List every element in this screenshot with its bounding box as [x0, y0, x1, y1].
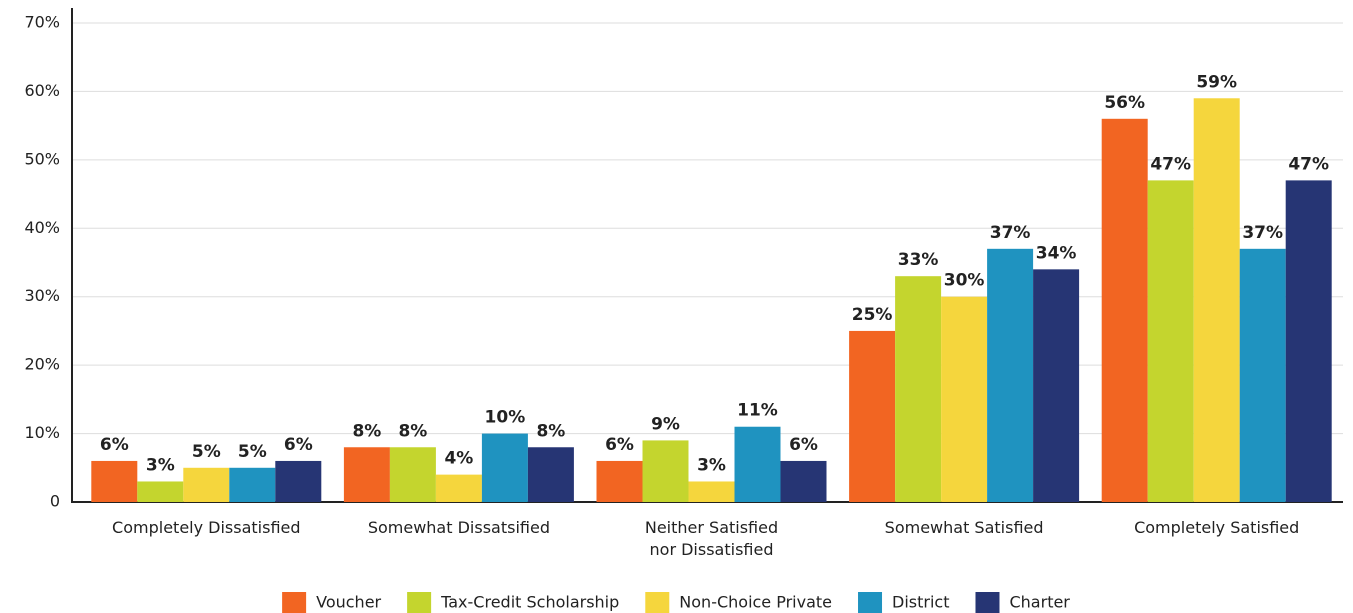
y-tick-label: 70% — [24, 13, 60, 32]
value-label: 37% — [990, 223, 1031, 243]
x-tick-label: Somewhat Satisfied — [885, 518, 1044, 537]
legend-swatch — [282, 592, 307, 613]
bar — [343, 447, 390, 502]
value-label: 37% — [1242, 223, 1283, 243]
bar — [849, 330, 896, 502]
x-tick-label: Somewhat Dissatsified — [368, 518, 550, 537]
value-label: 8% — [536, 421, 565, 441]
value-label: 8% — [352, 421, 381, 441]
value-label: 25% — [852, 305, 893, 325]
bar — [987, 248, 1034, 502]
bar — [527, 447, 574, 502]
value-label: 33% — [898, 250, 939, 270]
legend-label: Charter — [1009, 593, 1070, 612]
bar — [642, 440, 689, 502]
bar — [1033, 269, 1080, 502]
legend-label: Voucher — [316, 593, 381, 612]
bar — [137, 481, 184, 502]
value-label: 8% — [398, 421, 427, 441]
legend-label: Non-Choice Private — [679, 593, 832, 612]
value-label: 3% — [146, 455, 175, 475]
bar — [895, 276, 942, 502]
bar — [688, 481, 735, 502]
legend-swatch — [975, 592, 1000, 613]
legend-swatch — [858, 592, 883, 613]
bar — [1239, 248, 1286, 502]
bar — [1147, 180, 1194, 502]
y-tick-label: 30% — [24, 286, 60, 305]
value-label: 56% — [1104, 93, 1145, 113]
legend-label: Tax-Credit Scholarship — [440, 593, 619, 612]
bar — [1101, 118, 1148, 503]
x-tick-label: Completely Satisfied — [1134, 518, 1299, 537]
value-label: 4% — [444, 449, 473, 469]
bar — [780, 460, 827, 502]
bar — [596, 460, 643, 502]
legend-label: District — [892, 593, 949, 612]
bar — [941, 296, 988, 502]
y-tick-label: 0 — [50, 492, 60, 511]
value-label: 30% — [944, 271, 985, 291]
value-label: 6% — [605, 435, 634, 455]
value-label: 6% — [789, 435, 818, 455]
value-label: 5% — [238, 442, 267, 462]
value-label: 47% — [1150, 154, 1191, 174]
value-label: 3% — [697, 455, 726, 475]
y-tick-label: 60% — [24, 81, 60, 100]
value-label: 59% — [1196, 72, 1237, 92]
legend-swatch — [407, 592, 432, 613]
legend-swatch — [645, 592, 670, 613]
value-label: 34% — [1036, 243, 1077, 263]
y-tick-label: 20% — [24, 355, 60, 374]
bar — [1285, 180, 1332, 502]
y-tick-label: 10% — [24, 423, 60, 442]
y-tick-label: 50% — [24, 149, 60, 168]
value-label: 6% — [100, 435, 129, 455]
bar — [91, 460, 138, 502]
bar — [275, 460, 322, 502]
bar — [389, 447, 436, 502]
legend: Voucher Tax-Credit Scholarship Non-Choice … — [282, 592, 1070, 613]
x-tick-label: Completely Dissatisfied — [112, 518, 300, 537]
bar — [435, 474, 482, 502]
value-label: 9% — [651, 414, 680, 434]
value-label: 11% — [737, 401, 778, 421]
bar — [734, 426, 781, 502]
value-label: 6% — [284, 435, 313, 455]
bar — [481, 433, 528, 502]
bar — [183, 467, 230, 502]
x-tick-label: Neither Satisfied nor Dissatisfied — [645, 518, 778, 559]
value-label: 10% — [485, 408, 526, 428]
y-tick-label: 40% — [24, 218, 60, 237]
value-label: 47% — [1288, 154, 1329, 174]
bar — [229, 467, 276, 502]
bar — [1193, 98, 1240, 503]
value-label: 5% — [192, 442, 221, 462]
